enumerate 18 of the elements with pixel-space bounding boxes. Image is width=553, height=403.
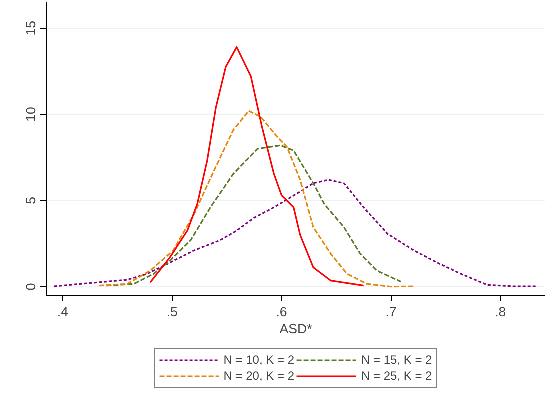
legend-label: N = 25, K = 2 (362, 369, 432, 383)
legend-label: N = 10, K = 2 (224, 353, 294, 367)
line-series (53, 179, 539, 288)
line-series (98, 110, 415, 288)
y-tick-label: 0 (24, 283, 38, 291)
y-tick-label: 15 (24, 20, 38, 36)
x-axis-title: ASD* (280, 322, 312, 336)
legend-label: N = 15, K = 2 (362, 353, 432, 367)
line-series (106, 144, 402, 287)
x-tick-label: .8 (495, 304, 506, 320)
line-series (150, 46, 365, 287)
y-tick-label: 5 (24, 196, 38, 204)
y-tick-label: 10 (24, 107, 38, 122)
x-tick-label: .6 (276, 304, 288, 320)
x-tick-label: .4 (57, 304, 70, 320)
legend-label: N = 20, K = 2 (224, 369, 294, 383)
x-tick-label: .7 (386, 304, 397, 320)
x-tick-label: .5 (166, 304, 178, 320)
